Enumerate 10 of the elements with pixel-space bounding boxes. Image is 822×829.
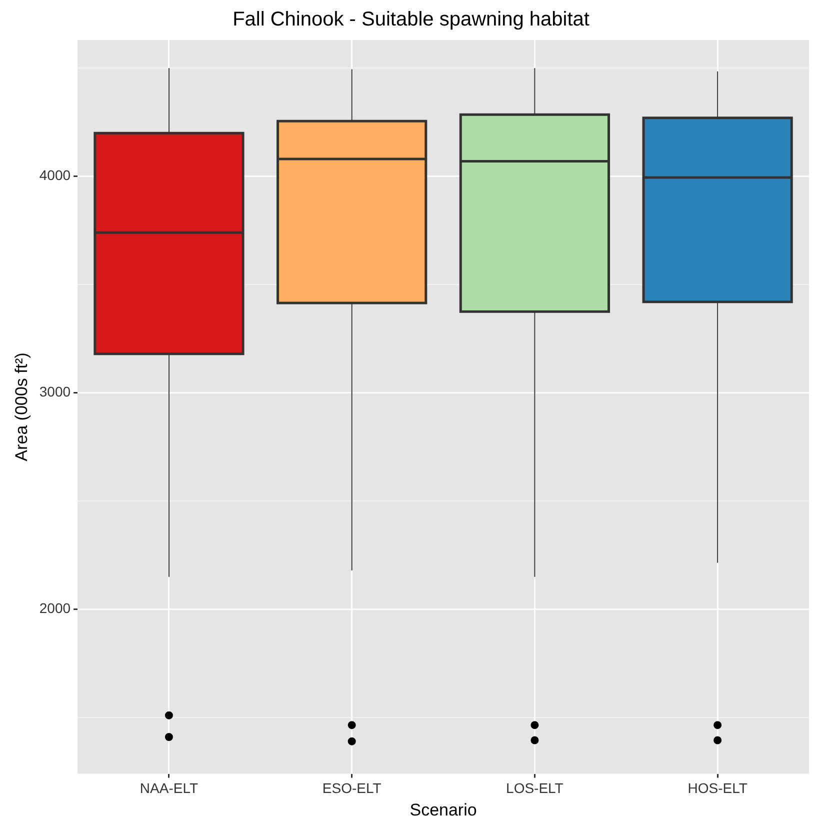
y-axis-title: Area (000s ft²) (12, 352, 31, 462)
x-axis-title: Scenario (410, 800, 477, 820)
x-tick-label: HOS-ELT (688, 780, 748, 796)
y-tick-label: 2000 (39, 600, 71, 616)
y-tick-label: 4000 (39, 167, 71, 184)
x-tick-label: ESO-ELT (322, 780, 382, 796)
x-tick-label: NAA-ELT (140, 780, 198, 796)
y-tick-label: 3000 (39, 384, 71, 400)
chart-title: Fall Chinook - Suitable spawning habitat (232, 8, 590, 31)
x-tick-label: LOS-ELT (506, 780, 564, 796)
